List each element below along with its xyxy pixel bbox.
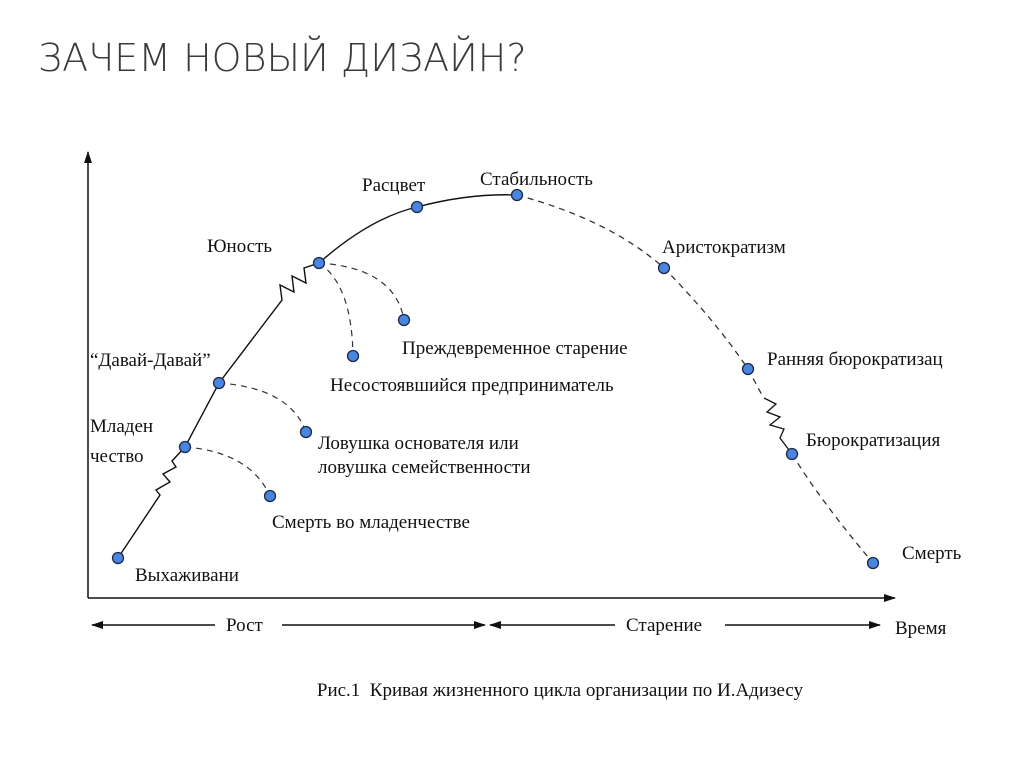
label-founder-trap-1: Ловушка основателя или — [318, 433, 519, 454]
figure-caption: Рис.1 Кривая жизненного цикла организаци… — [317, 680, 804, 701]
point-failed-entrepreneur — [346, 349, 360, 363]
branch-founder-trap — [218, 382, 307, 433]
label-infancy-1: Младен — [90, 416, 153, 437]
branch-premature-aging — [318, 262, 405, 321]
branch-failed-entrepreneur — [318, 262, 354, 357]
point-infant-mortality — [263, 489, 277, 503]
label-growth: Рост — [226, 615, 264, 636]
point-go-go — [212, 376, 226, 390]
label-failed-entrepreneur: Несостоявшийся предприниматель — [330, 375, 614, 396]
point-bureaucracy — [785, 447, 799, 461]
label-premature-aging: Преждевременное старение — [402, 338, 628, 359]
label-infant-mortality: Смерть во младенчестве — [272, 512, 470, 533]
point-death — [866, 556, 880, 570]
point-premature-aging — [397, 313, 411, 327]
label-aging: Старение — [626, 615, 702, 636]
point-infancy — [178, 440, 192, 454]
decline-curve-end — [791, 453, 874, 564]
point-adolescence — [312, 256, 326, 270]
slide-title: ЗАЧЕМ НОВЫЙ ДИЗАЙН? — [38, 36, 527, 80]
label-prime: Расцвет — [362, 175, 426, 196]
label-early-bureaucracy: Ранняя бюрократизац — [767, 349, 943, 370]
branch-infant-mortality — [184, 446, 271, 497]
decline-zigzag — [763, 397, 793, 455]
point-founder-trap — [299, 425, 313, 439]
label-adolescence: Юность — [207, 236, 272, 257]
point-stability — [510, 188, 524, 202]
label-time: Время — [895, 618, 947, 639]
label-vykhazhivanie: Выхаживани — [135, 565, 239, 586]
point-vykhazhivanie — [111, 551, 125, 565]
decline-curve — [516, 194, 763, 396]
label-bureaucracy: Бюрократизация — [806, 430, 941, 451]
point-early-bureaucracy — [741, 362, 755, 376]
label-founder-trap-2: ловушка семейственности — [318, 457, 531, 478]
point-aristocracy — [657, 261, 671, 275]
label-stability: Стабильность — [480, 169, 593, 190]
label-death: Смерть — [902, 543, 962, 564]
label-aristocracy: Аристократизм — [662, 237, 786, 258]
point-prime — [410, 200, 424, 214]
label-go-go: “Давай-Давай” — [90, 350, 211, 371]
label-infancy-2: чество — [90, 446, 144, 467]
